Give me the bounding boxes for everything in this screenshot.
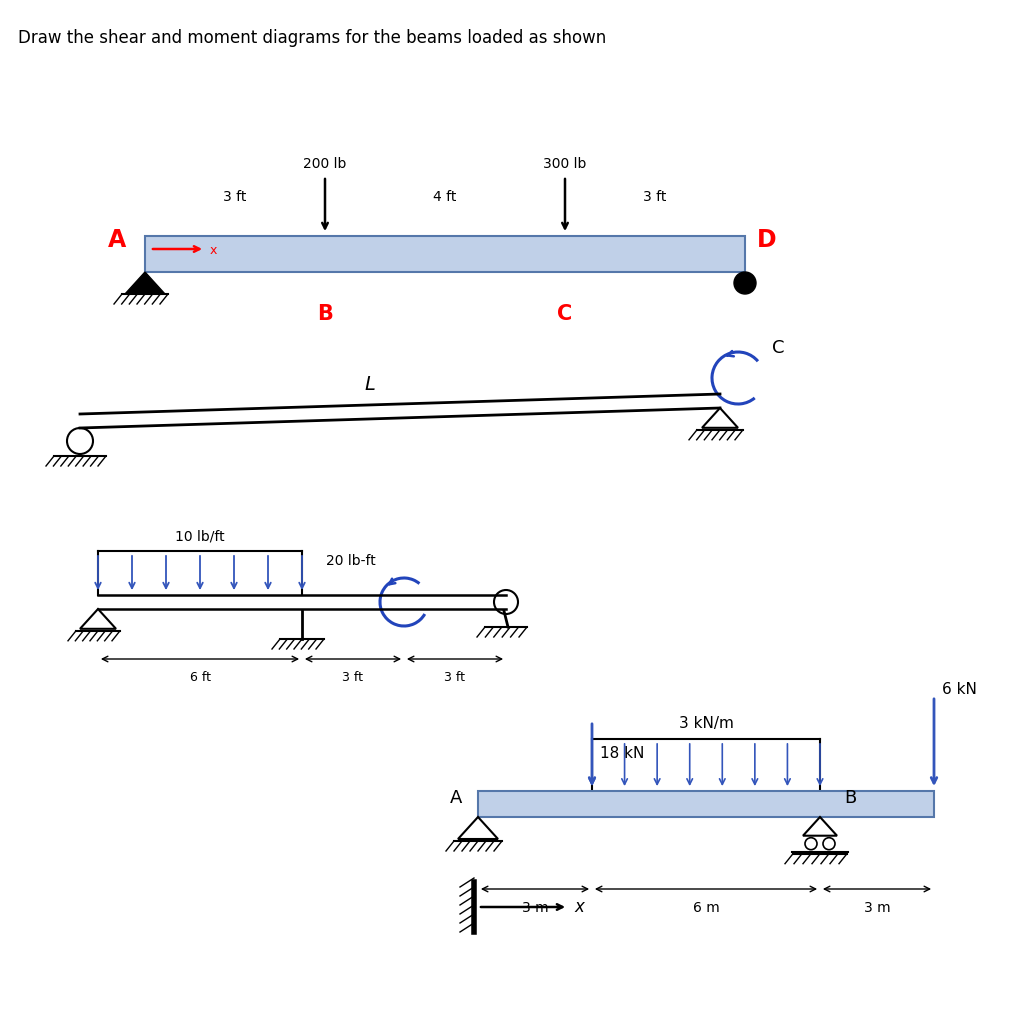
Text: 10 lb/ft: 10 lb/ft <box>175 529 225 543</box>
Text: 3 ft: 3 ft <box>444 671 466 684</box>
Text: 6 kN: 6 kN <box>942 682 977 696</box>
Text: D: D <box>757 228 777 252</box>
Polygon shape <box>125 272 165 294</box>
Bar <box>145 236 745 272</box>
Text: 6 m: 6 m <box>692 901 720 915</box>
Polygon shape <box>803 817 837 836</box>
Text: 3 ft: 3 ft <box>342 671 364 684</box>
Text: 4 ft: 4 ft <box>433 190 457 204</box>
Text: 300 lb: 300 lb <box>544 157 587 171</box>
Text: C: C <box>557 304 572 324</box>
Text: 3 ft: 3 ft <box>223 190 247 204</box>
Polygon shape <box>80 609 116 629</box>
Text: 6 ft: 6 ft <box>189 671 211 684</box>
Text: x: x <box>210 245 217 257</box>
Polygon shape <box>458 817 498 839</box>
Bar <box>478 791 934 817</box>
Text: 20 lb-ft: 20 lb-ft <box>327 554 376 568</box>
Text: L: L <box>365 375 376 394</box>
Text: x: x <box>574 898 584 916</box>
Text: 3 m: 3 m <box>863 901 890 915</box>
Text: 200 lb: 200 lb <box>303 157 347 171</box>
Text: 18 kN: 18 kN <box>600 745 644 761</box>
Text: C: C <box>772 339 784 357</box>
Text: 3 m: 3 m <box>521 901 548 915</box>
Polygon shape <box>702 408 738 428</box>
Text: B: B <box>844 790 856 807</box>
Text: 3 ft: 3 ft <box>643 190 667 204</box>
Text: 3 kN/m: 3 kN/m <box>679 716 733 731</box>
Text: A: A <box>450 790 462 807</box>
Text: Draw the shear and moment diagrams for the beams loaded as shown: Draw the shear and moment diagrams for t… <box>18 29 606 47</box>
Circle shape <box>734 272 756 294</box>
Text: B: B <box>317 304 333 324</box>
Text: A: A <box>108 228 126 252</box>
